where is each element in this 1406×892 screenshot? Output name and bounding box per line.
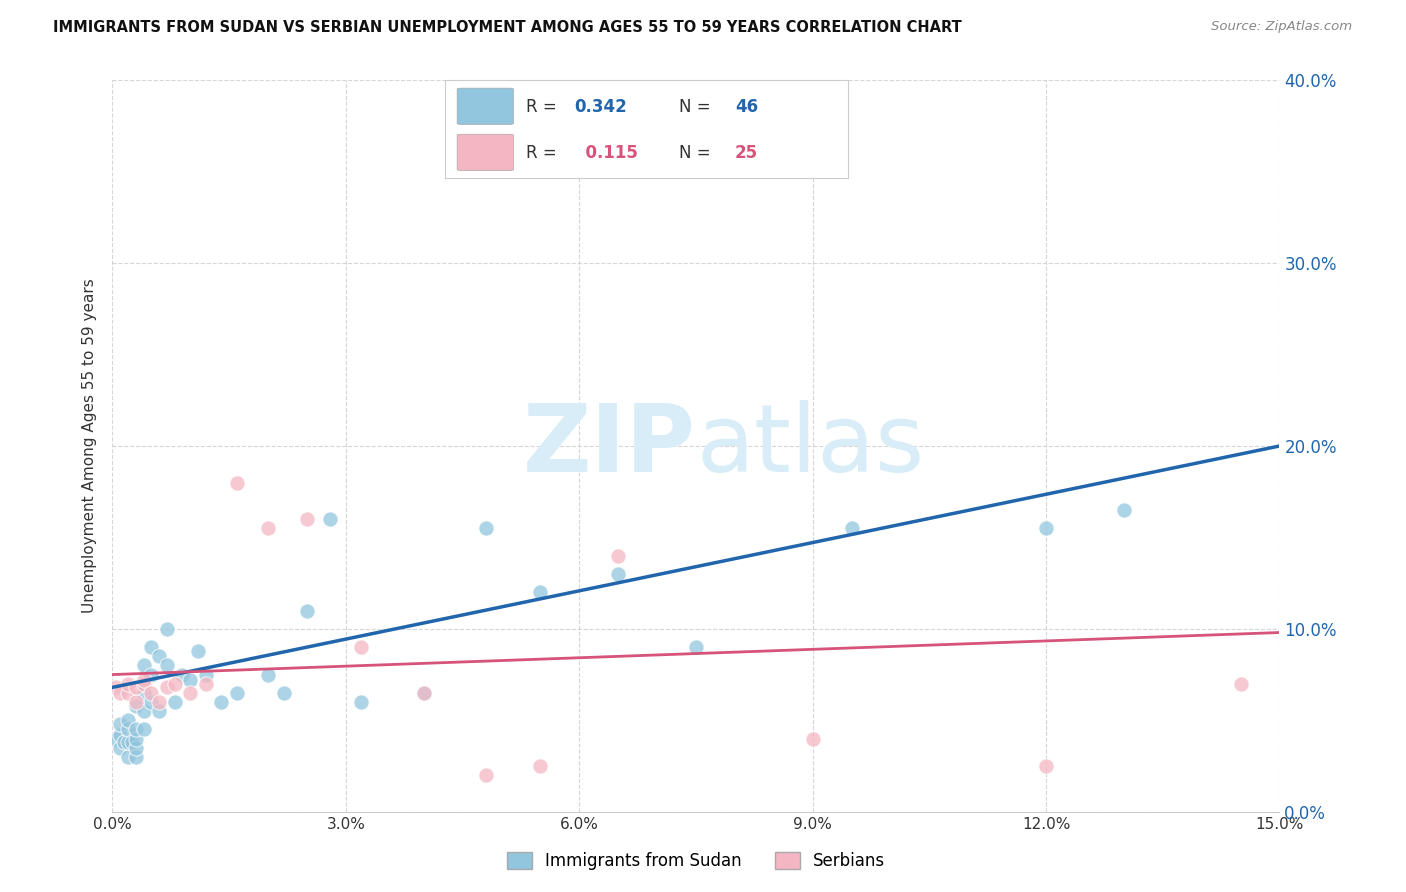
Point [125,731,148,746]
Text: R =: R = [526,144,561,161]
Point [1112,503,1135,517]
Point [607,567,630,582]
Point [132,658,155,673]
Point [412,686,434,700]
Text: atlas: atlas [696,400,924,492]
Point [295,603,318,617]
Point [226,475,249,490]
Point [194,667,217,681]
Point [125,749,148,764]
Point [117,676,139,690]
Point [685,640,707,655]
Point [121,735,143,749]
Point [148,695,170,709]
Point [125,723,148,737]
Point [412,686,434,700]
FancyBboxPatch shape [457,88,513,124]
Point [1035,759,1057,773]
Text: N =: N = [679,144,716,161]
Point [350,640,373,655]
Point [141,640,163,655]
Point [350,695,373,709]
Point [117,749,139,764]
Text: Source: ZipAtlas.com: Source: ZipAtlas.com [1212,20,1353,33]
Point [209,695,232,709]
Point [125,740,148,755]
Point [112,735,135,749]
Point [132,673,155,687]
Point [163,676,186,690]
Legend: Immigrants from Sudan, Serbians: Immigrants from Sudan, Serbians [501,845,891,877]
Point [194,676,217,690]
Point [172,667,194,681]
Point [117,714,139,728]
Point [179,673,201,687]
Point [156,681,179,695]
FancyBboxPatch shape [457,134,513,170]
Point [110,686,132,700]
Point [125,681,148,695]
Point [319,512,342,526]
Point [125,695,148,709]
Point [841,521,863,535]
Point [156,658,179,673]
Point [105,731,128,746]
Text: IMMIGRANTS FROM SUDAN VS SERBIAN UNEMPLOYMENT AMONG AGES 55 TO 59 YEARS CORRELAT: IMMIGRANTS FROM SUDAN VS SERBIAN UNEMPLO… [53,20,962,35]
Point [117,686,139,700]
Point [148,704,170,718]
Point [257,521,280,535]
Point [295,512,318,526]
Point [607,549,630,563]
Point [110,740,132,755]
Point [273,686,295,700]
Point [132,723,155,737]
Text: ZIP: ZIP [523,400,696,492]
Text: 0.115: 0.115 [574,144,638,161]
Point [110,717,132,731]
Point [801,731,824,746]
Point [1035,521,1057,535]
Point [125,698,148,713]
Text: N =: N = [679,98,716,116]
Point [163,695,186,709]
Point [1229,676,1251,690]
Point [475,768,498,782]
Point [105,681,128,695]
Text: 46: 46 [735,98,758,116]
Text: 0.342: 0.342 [574,98,627,116]
Point [132,704,155,718]
Y-axis label: Unemployment Among Ages 55 to 59 years: Unemployment Among Ages 55 to 59 years [82,278,97,614]
Point [148,649,170,664]
Point [141,686,163,700]
Point [110,728,132,742]
Text: 25: 25 [735,144,758,161]
Text: R =: R = [526,98,561,116]
Point [156,622,179,636]
Point [475,521,498,535]
Point [226,686,249,700]
Point [117,723,139,737]
Point [179,686,201,700]
Point [529,585,551,599]
Point [132,686,155,700]
Point [117,735,139,749]
Point [141,667,163,681]
Point [187,644,209,658]
Point [132,676,155,690]
Point [257,667,280,681]
Point [529,759,551,773]
Point [141,695,163,709]
